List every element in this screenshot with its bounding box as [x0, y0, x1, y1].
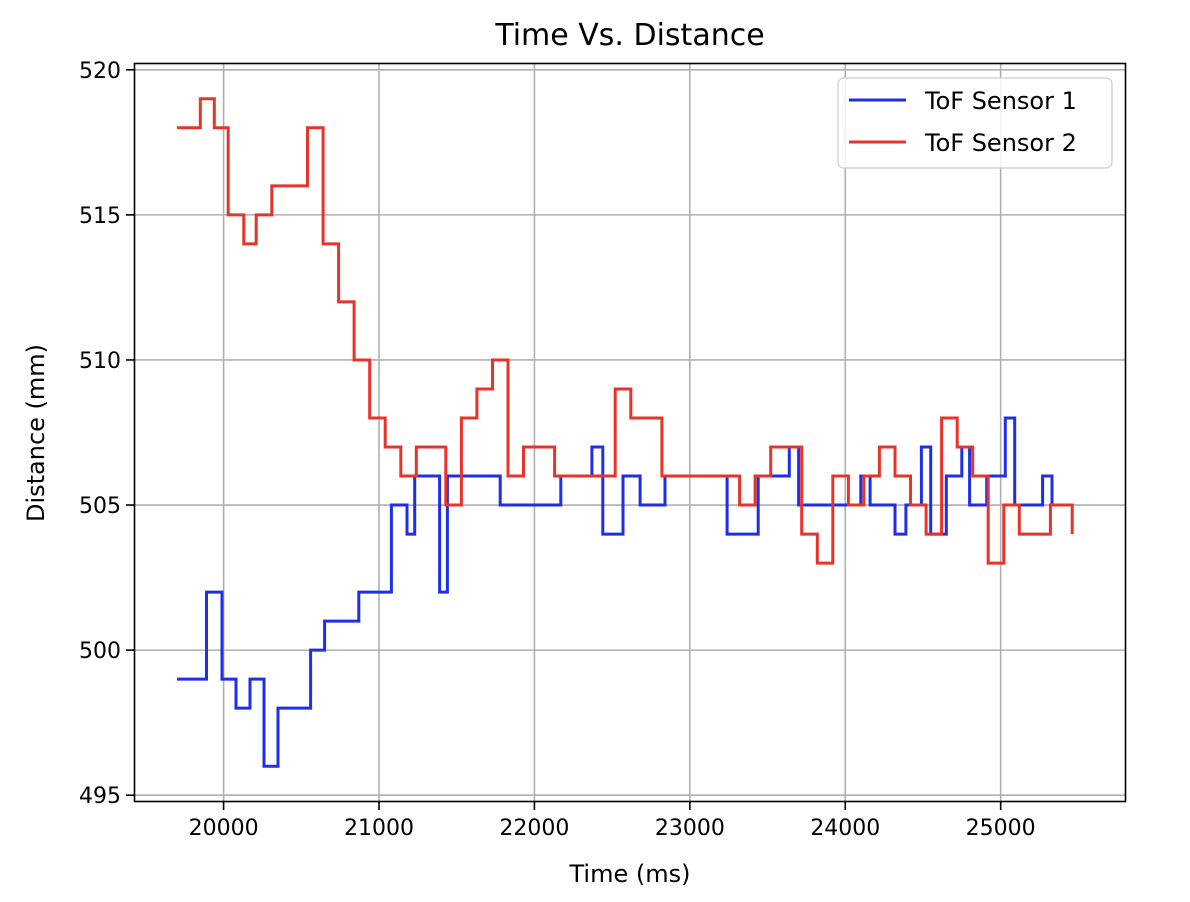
legend-label-sensor-1: ToF Sensor 1 — [924, 87, 1077, 115]
y-tick-label: 515 — [79, 204, 121, 229]
series-line-sensor-1 — [177, 416, 1073, 768]
x-tick-label: 22000 — [499, 816, 569, 841]
x-tick-label: 21000 — [344, 816, 414, 841]
legend: ToF Sensor 1 ToF Sensor 2 — [837, 77, 1113, 169]
y-tick-label: 500 — [79, 639, 121, 664]
y-tick-label: 510 — [79, 349, 121, 374]
x-tick-label: 20000 — [189, 816, 259, 841]
y-axis-ticks: 495 500 505 510 515 520 — [79, 59, 135, 809]
legend-label-sensor-2: ToF Sensor 2 — [924, 129, 1077, 157]
x-tick-label: 23000 — [655, 816, 725, 841]
plot-frame — [133, 62, 1127, 803]
x-axis-label: Time (ms) — [569, 860, 691, 888]
x-tick-label: 25000 — [966, 816, 1036, 841]
x-tick-label: 24000 — [810, 816, 880, 841]
y-tick-label: 505 — [79, 494, 121, 519]
series-lines — [177, 97, 1074, 768]
series-line-sensor-2 — [177, 97, 1074, 565]
legend-box — [837, 77, 1113, 169]
chart-title: Time Vs. Distance — [494, 18, 764, 53]
grid-lines — [135, 64, 1125, 801]
y-axis-label: Distance (mm) — [22, 344, 50, 522]
y-tick-label: 495 — [79, 784, 121, 809]
y-tick-label: 520 — [79, 59, 121, 84]
x-axis-ticks: 20000 21000 22000 23000 24000 25000 — [189, 801, 1036, 841]
